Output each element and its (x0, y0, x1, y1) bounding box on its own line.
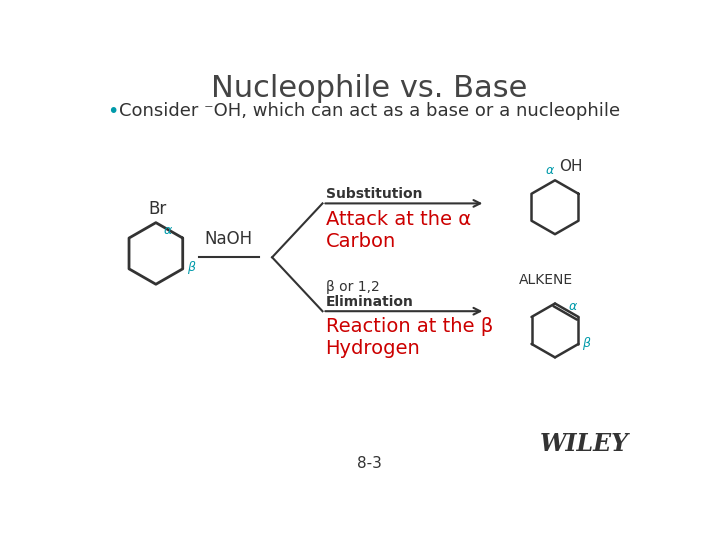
Text: β or 1,2: β or 1,2 (325, 280, 379, 294)
Text: α: α (163, 224, 172, 237)
Text: Reaction at the β
Hydrogen: Reaction at the β Hydrogen (325, 318, 493, 359)
Text: 8-3: 8-3 (356, 456, 382, 471)
Text: Elimination: Elimination (325, 295, 413, 309)
Text: α: α (569, 300, 577, 313)
Text: Nucleophile vs. Base: Nucleophile vs. Base (211, 74, 527, 103)
Text: Attack at the α
Carbon: Attack at the α Carbon (325, 210, 471, 251)
Text: OH: OH (559, 159, 582, 174)
Text: Consider ⁻OH, which can act as a base or a nucleophile: Consider ⁻OH, which can act as a base or… (120, 102, 621, 120)
Text: α: α (545, 164, 554, 177)
Text: β: β (582, 338, 590, 350)
Text: ALKENE: ALKENE (518, 273, 573, 287)
Text: •: • (107, 102, 118, 121)
Text: Br: Br (148, 200, 166, 218)
Text: WILEY: WILEY (540, 431, 629, 456)
Text: β: β (186, 261, 194, 274)
Text: NaOH: NaOH (204, 230, 252, 248)
Text: Substitution: Substitution (325, 187, 422, 201)
